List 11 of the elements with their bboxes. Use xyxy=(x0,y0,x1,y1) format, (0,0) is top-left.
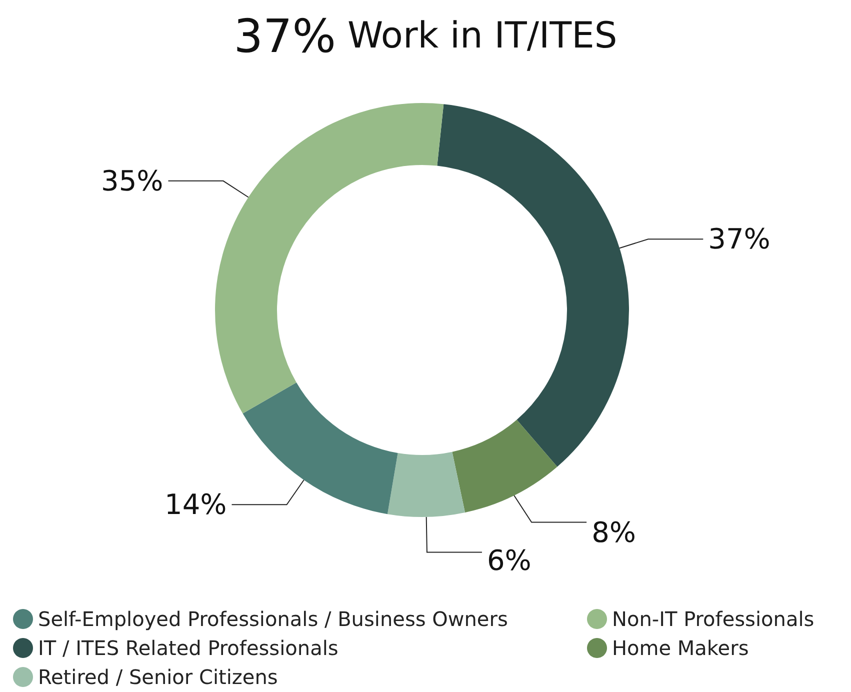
data-label: 35% xyxy=(101,164,164,198)
data-label: 8% xyxy=(592,516,636,550)
chart-title: 37% Work in IT/ITES xyxy=(234,9,618,63)
legend-label: IT / ITES Related Professionals xyxy=(38,636,338,660)
data-label: 37% xyxy=(708,222,770,256)
data-label: 6% xyxy=(486,544,532,578)
data-label: 14% xyxy=(164,488,227,522)
legend-label: Non-IT Professionals xyxy=(612,607,814,631)
legend-label: Self-Employed Professionals / Business Owners xyxy=(38,607,508,631)
legend-label: Home Makers xyxy=(612,636,749,660)
legend-label: Retired / Senior Citizens xyxy=(38,665,278,689)
